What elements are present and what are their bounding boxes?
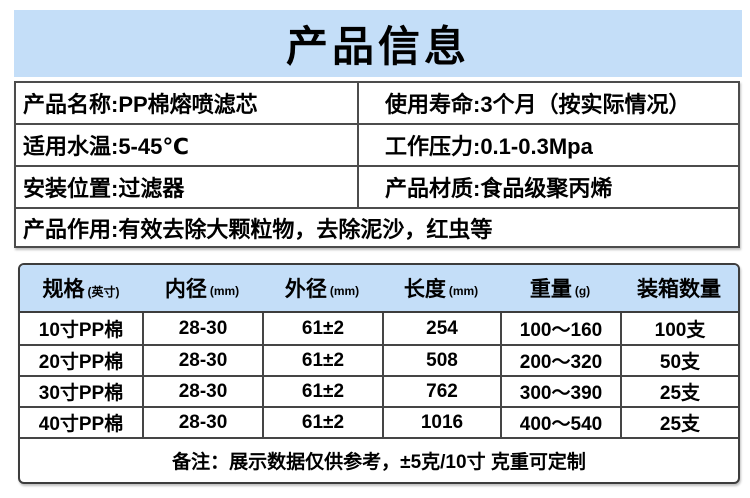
- title-banner: 产品信息: [14, 10, 742, 77]
- spec-header-size: 规格 (英寸): [20, 265, 142, 311]
- header-label: 重量: [529, 278, 572, 301]
- spec-cell: 28-30: [142, 408, 262, 437]
- info-cell-pressure: 工作压力:0.1-0.3Mpa: [357, 125, 738, 165]
- spec-cell: 100支: [620, 313, 738, 344]
- spec-cell: 10寸PP棉: [38, 320, 124, 341]
- spec-cell: 28-30: [142, 313, 262, 344]
- info-row: 产品名称:PP棉熔喷滤芯 使用寿命:3个月（按实际情况）: [16, 83, 738, 123]
- info-cell-water-temp: 适用水温:5-45℃: [23, 134, 189, 159]
- spec-cell: 200～320: [500, 346, 620, 375]
- spec-cell: 508: [382, 346, 500, 375]
- spec-cell: 40寸PP棉: [38, 414, 124, 435]
- spec-row-20inch: 20寸PP棉 28-30 61±2 508 200～320 50支: [20, 344, 738, 375]
- spec-cell: 254: [382, 313, 500, 344]
- header-label: 规格: [42, 278, 85, 301]
- spec-cell: 28-30: [142, 346, 262, 375]
- info-cell-install-pos: 安装位置:过滤器: [23, 176, 185, 201]
- product-info-table: 产品名称:PP棉熔喷滤芯 使用寿命:3个月（按实际情况） 适用水温:5-45℃ …: [14, 81, 740, 248]
- info-row: 安装位置:过滤器 产品材质:食品级聚丙烯: [16, 165, 738, 207]
- spec-cell: 300～390: [500, 377, 620, 406]
- spec-cell: 28-30: [142, 377, 262, 406]
- spec-cell: 61±2: [262, 408, 382, 437]
- header-unit: (g): [574, 284, 591, 298]
- spec-cell: 61±2: [262, 313, 382, 344]
- header-label: 内径: [164, 278, 207, 301]
- spec-header-outer-diameter: 外径 (mm): [262, 265, 382, 311]
- page-title: 产品信息: [285, 23, 470, 70]
- info-cell-material: 产品材质:食品级聚丙烯: [357, 167, 738, 207]
- header-label: 装箱数量: [637, 278, 721, 301]
- info-row: 适用水温:5-45℃ 工作压力:0.1-0.3Mpa: [16, 123, 738, 165]
- spec-cell: 61±2: [262, 377, 382, 406]
- spec-cell: 61±2: [262, 346, 382, 375]
- spec-table-header: 规格 (英寸) 内径 (mm) 外径 (mm) 长度 (mm) 重量 (g) 装箱数量: [20, 265, 738, 313]
- spec-cell: 25支: [620, 408, 738, 437]
- spec-cell: 400～540: [500, 408, 620, 437]
- header-unit: (mm): [448, 284, 479, 298]
- header-unit: (mm): [209, 284, 240, 298]
- spec-table: 规格 (英寸) 内径 (mm) 外径 (mm) 长度 (mm) 重量 (g) 装箱数量 1…: [18, 263, 740, 484]
- spec-cell: 100～160: [500, 313, 620, 344]
- spec-cell: 50支: [620, 346, 738, 375]
- spec-cell: 20寸PP棉: [38, 352, 124, 373]
- info-cell-product-name: 产品名称:PP棉熔喷滤芯: [23, 92, 258, 117]
- header-label: 长度: [403, 278, 446, 301]
- spec-header-inner-diameter: 内径 (mm): [142, 265, 262, 311]
- header-unit: (英寸): [87, 284, 120, 299]
- info-cell-function: 产品作用:有效去除大颗粒物，去除泥沙，红虫等: [16, 207, 738, 246]
- header-label: 外径: [284, 278, 327, 301]
- spec-row-30inch: 30寸PP棉 28-30 61±2 762 300～390 25支: [20, 375, 738, 406]
- spec-header-length: 长度 (mm): [382, 265, 500, 311]
- spec-row-10inch: 10寸PP棉 28-30 61±2 254 100～160 100支: [20, 313, 738, 344]
- spec-header-packing-qty: 装箱数量: [620, 265, 738, 311]
- spec-cell: 762: [382, 377, 500, 406]
- header-unit: (mm): [329, 284, 360, 298]
- spec-row-40inch: 40寸PP棉 28-30 61±2 1016 400～540 25支: [20, 406, 738, 437]
- spec-cell: 25支: [620, 377, 738, 406]
- info-cell-lifespan: 使用寿命:3个月（按实际情况）: [357, 83, 738, 123]
- spec-note: 备注：展示数据仅供参考，±5克/10寸 克重可定制: [20, 437, 738, 482]
- spec-cell: 1016: [382, 408, 500, 437]
- spec-cell: 30寸PP棉: [38, 383, 124, 404]
- spec-header-weight: 重量 (g): [500, 265, 620, 311]
